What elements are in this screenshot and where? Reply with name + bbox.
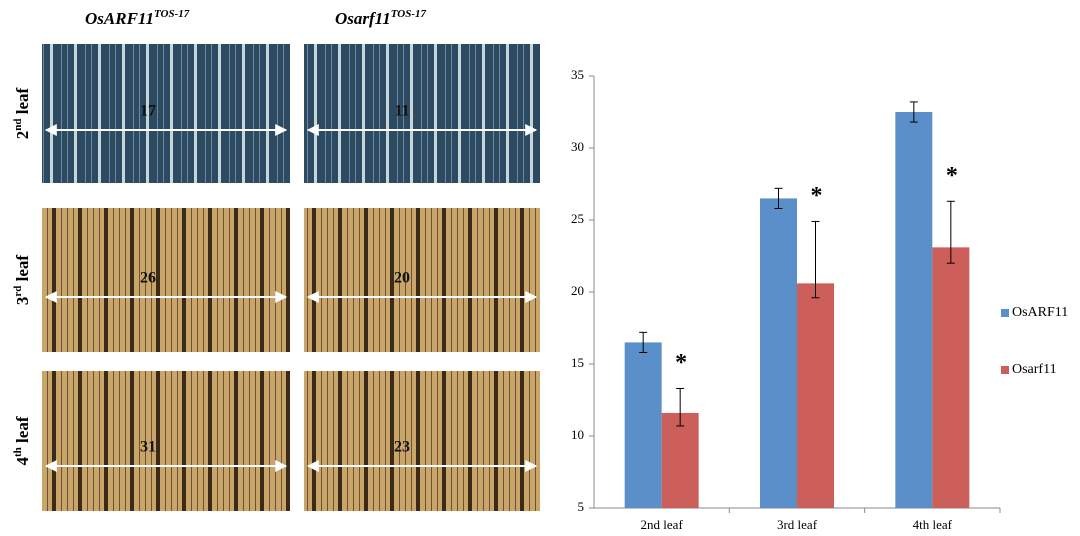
legend-label: Osarf11 [1012,362,1057,377]
x-tick-label: 2nd leaf [641,517,684,532]
leaf-word: leaf [13,87,32,114]
y-tick-label: 25 [571,211,584,226]
genotype: Osarf11 [335,9,391,28]
leaf-word: leaf [13,416,32,443]
bar [760,198,797,508]
y-tick-label: 10 [571,427,584,442]
significance-label: * [946,163,958,189]
allele-superscript: TOS-17 [154,8,190,20]
vein-count: 17 [140,103,156,120]
ordinal-suffix: nd [12,118,24,130]
legend-swatch [1001,309,1009,317]
leaf-micrograph [42,44,290,183]
bar-chart: 5 10 15 20 25 30 35 2nd leaf * 3rd leaf * 4th leaf *… [571,67,1068,532]
legend-swatch [1001,366,1009,374]
leaf-micrograph [42,371,290,511]
legend-label: OsARF11 [1012,305,1068,320]
y-tick-label: 15 [571,355,584,370]
vein-count: 23 [394,439,410,456]
ordinal: 3 [13,297,32,306]
vein-count: 26 [140,270,156,287]
leaf-micrograph [304,44,540,183]
y-tick-label: 30 [571,139,584,154]
row-label: 2nd leaf [12,87,32,139]
leaf-word: leaf [13,255,32,282]
ordinal-suffix: rd [12,286,24,297]
ordinal: 2 [13,131,32,140]
figure: OsARF11TOS-17Osarf11TOS-1717112nd leaf26… [0,0,1080,536]
vein-count: 20 [394,270,410,287]
vein-count: 11 [394,103,409,120]
vein-count: 31 [140,439,156,456]
y-tick-label: 5 [578,499,585,514]
leaf-micrograph [304,208,540,352]
ordinal-suffix: th [12,447,24,457]
x-tick-label: 3rd leaf [777,517,818,532]
bar [895,112,932,508]
leaf-micrograph [304,371,540,511]
row-label: 3rd leaf [12,255,32,306]
bar [932,247,969,508]
column-header: OsARF11TOS-17 [85,8,190,28]
row-label: 4th leaf [12,416,32,465]
y-tick-label: 20 [571,283,584,298]
leaf-micrograph [42,208,290,352]
y-tick-label: 35 [571,67,584,82]
bar [662,413,699,508]
bar [797,283,834,508]
bar [625,342,662,508]
x-tick-label: 4th leaf [913,517,953,532]
allele-superscript: TOS-17 [391,8,427,20]
significance-label: * [811,183,823,209]
significance-label: * [675,350,687,376]
genotype: OsARF11 [85,9,154,28]
column-header: Osarf11TOS-17 [335,8,426,28]
